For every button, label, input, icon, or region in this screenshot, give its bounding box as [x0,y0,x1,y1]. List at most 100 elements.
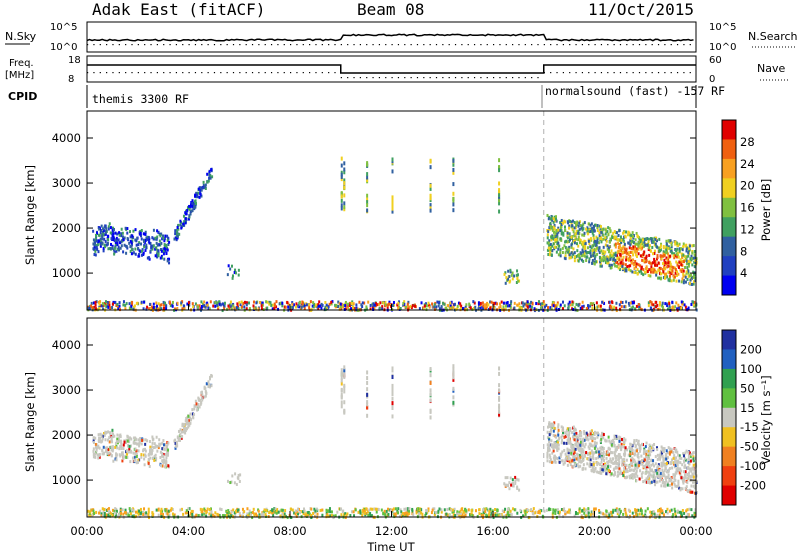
ground-scatter-mark [120,512,123,516]
ground-scatter-mark [476,514,479,518]
scatter-mark [142,232,145,236]
ground-scatter-mark [424,302,427,306]
ground-scatter-mark [106,301,109,305]
scatter-mark [687,453,690,457]
scatter-mark [109,231,112,235]
ground-scatter-mark [615,507,618,511]
ground-scatter-mark [678,510,681,514]
nsearch-dot [689,44,691,46]
streak-mark [429,373,432,378]
streak-mark [498,181,501,186]
ground-scatter-mark [127,513,130,517]
scatter-mark [93,243,96,247]
ground-scatter-mark [260,307,263,311]
scatter-mark [181,434,184,438]
ground-scatter-mark [361,509,364,513]
scatter-mark [681,277,684,281]
scatter-mark [127,444,130,448]
scatter-mark [684,280,687,284]
scatter-mark [595,450,598,454]
ground-scatter-mark [427,509,430,513]
scatter-mark [130,437,133,441]
ground-scatter-mark [671,306,674,310]
scatter-mark [164,463,167,467]
scatter-mark [693,480,696,484]
ground-scatter-mark [608,511,611,515]
ground-scatter-mark [625,513,628,517]
scatter-mark [117,437,120,441]
scatter-mark [611,236,614,240]
scatter-mark [138,441,141,445]
scatter-mark [630,458,633,462]
streak-mark [343,207,346,212]
streak-mark [429,158,432,163]
scatter-mark [597,241,600,245]
ground-scatter-mark [353,514,356,518]
ground-scatter-mark [399,306,402,310]
ground-scatter-mark [690,302,693,306]
scatter-mark [581,233,584,237]
scatter-mark [677,479,680,483]
scatter-mark [625,247,628,251]
streak-mark [366,193,369,198]
ground-scatter-mark [484,507,487,511]
scatter-mark [205,382,208,386]
ground-scatter-mark [260,301,263,305]
scatter-mark [667,270,670,274]
scatter-mark [681,248,684,252]
scatter-mark [690,273,693,277]
ground-scatter-mark [200,300,203,304]
ground-scatter-mark [586,511,589,515]
ground-scatter-mark [101,514,104,518]
scatter-mark [681,479,684,483]
scatter-mark [633,267,636,271]
scatter-mark [109,431,112,435]
ground-scatter-mark [209,507,212,511]
ground-scatter-mark [338,307,341,311]
scatter-mark [592,244,595,248]
scatter-mark [200,188,203,192]
scatter-mark [119,246,122,250]
ground-scatter-mark [204,305,207,309]
scatter-mark [551,451,554,455]
scatter-mark [119,444,122,448]
ground-scatter-mark [243,300,246,304]
scatter-mark [548,460,551,464]
scatter-mark [121,459,124,463]
scatter-mark [186,206,189,210]
scatter-mark [641,258,644,262]
scatter-mark [607,459,610,463]
scatter-mark [548,424,551,428]
scatter-mark [622,231,625,235]
scatter-mark [553,441,556,445]
scatter-mark [547,252,550,256]
nave-dot [277,72,279,74]
nsearch-dot [442,44,444,46]
scatter-mark [672,480,675,484]
ground-scatter-mark [637,508,640,512]
ground-scatter-mark [124,508,127,512]
ground-scatter-mark [482,516,485,520]
ground-scatter-mark [594,507,597,511]
scatter-mark [130,242,133,246]
scatter-mark [594,466,597,470]
ground-scatter-mark [145,513,148,517]
scatter-mark [161,454,164,458]
scatter-mark [157,230,160,234]
ground-scatter-mark [132,307,135,311]
scatter-mark [150,447,153,451]
ground-scatter-mark [537,511,540,515]
ground-scatter-mark [162,306,165,310]
scatter-mark [549,217,552,221]
scatter-mark [640,247,643,251]
ground-scatter-mark [531,512,534,516]
scatter-mark [643,240,646,244]
ground-scatter-mark [618,303,621,307]
scatter-mark [685,255,688,259]
scatter-mark [122,250,125,254]
scatter-mark [132,451,135,455]
scatter-mark [658,276,661,280]
scatter-mark [95,239,98,243]
nave-dot [334,72,336,74]
nave-dot [385,77,387,79]
